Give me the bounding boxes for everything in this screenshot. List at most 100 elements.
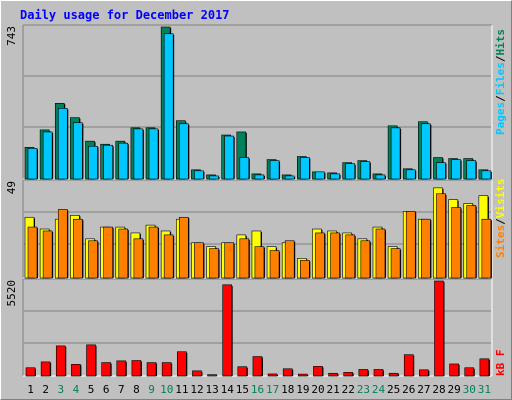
files-bar: [436, 162, 446, 180]
sites-bar: [254, 246, 265, 279]
chart-title: Daily usage for December 2017: [20, 8, 230, 22]
day-label: 26: [402, 383, 415, 396]
files-bar: [390, 127, 401, 180]
files-bar: [375, 174, 386, 180]
day-label: 11: [175, 383, 188, 396]
kbytes-bar: [131, 360, 142, 377]
legend-entry: Files: [494, 62, 507, 95]
kbytes-bar: [252, 356, 263, 377]
day-label: 9: [148, 383, 155, 396]
kbytes-bar: [267, 373, 278, 377]
day-label: 23: [357, 383, 370, 396]
sites-bar: [466, 205, 477, 279]
day-label: 22: [342, 383, 355, 396]
kbytes-bar: [146, 362, 157, 377]
kbytes-bar: [464, 367, 475, 377]
sites-bar: [284, 240, 295, 279]
sites-bar: [269, 250, 280, 279]
legend-entry: /: [494, 218, 507, 225]
sites-bar: [481, 218, 492, 279]
kbytes-bar: [161, 362, 172, 377]
sites-bar: [73, 218, 83, 279]
sites-bar: [224, 242, 234, 279]
files-bar: [330, 173, 340, 180]
kbytes-bar: [192, 370, 202, 377]
day-label: 27: [417, 383, 430, 396]
files-bar: [284, 175, 295, 180]
day-label: 20: [311, 383, 324, 396]
kbytes-bar: [282, 368, 293, 377]
files-bar: [27, 148, 38, 180]
sites-bar: [239, 238, 250, 279]
sites-bar: [27, 226, 38, 279]
day-label: 16: [251, 383, 264, 396]
sites-bar: [375, 228, 386, 279]
sites-bar: [436, 193, 446, 279]
sites-bar: [163, 234, 174, 279]
files-bar: [57, 108, 68, 180]
sites-bar: [315, 232, 325, 279]
files-bar: [209, 175, 219, 180]
day-label: 21: [327, 383, 340, 396]
kbytes-bar: [222, 284, 232, 377]
legend-entry: /: [494, 55, 507, 62]
files-bar: [481, 170, 492, 180]
files-bar: [269, 160, 280, 180]
kbytes-bar: [403, 354, 414, 377]
legend-label: Pages/Files/Hits: [494, 29, 507, 135]
day-label: 2: [42, 383, 49, 396]
day-label: 15: [236, 383, 249, 396]
sites-bar: [118, 228, 129, 279]
files-bar: [466, 160, 477, 180]
sites-bar: [330, 232, 340, 279]
files-bar: [118, 142, 129, 180]
day-label: 25: [387, 383, 400, 396]
legend-entry: kB F: [494, 350, 507, 377]
sites-bar: [88, 240, 98, 279]
sites-bar: [57, 209, 68, 279]
day-label: 8: [133, 383, 140, 396]
sites-bar: [345, 234, 356, 279]
legend-label: Sites/Visits: [494, 179, 507, 259]
day-label: 13: [205, 383, 218, 396]
sites-bar: [451, 207, 461, 279]
sites-bar: [178, 216, 189, 279]
legend-entry: Visits: [494, 179, 507, 219]
sites-bar: [390, 248, 401, 279]
kbytes-bar: [343, 372, 354, 377]
kbytes-bar: [358, 369, 369, 377]
kbytes-bar: [237, 366, 248, 377]
sites-bar: [405, 211, 416, 279]
day-label: 29: [448, 383, 461, 396]
files-bar: [360, 161, 371, 180]
kbytes-bar: [298, 373, 308, 377]
day-label: 10: [160, 383, 173, 396]
day-label: 6: [103, 383, 110, 396]
kbytes-bar: [55, 345, 66, 377]
legend-entry: Sites: [494, 225, 507, 258]
y-max-label: 743: [5, 26, 18, 46]
day-label: 31: [478, 383, 491, 396]
sites-bar: [103, 226, 113, 279]
files-bar: [405, 169, 416, 180]
y-max-label: 5520: [5, 280, 18, 307]
day-label: 24: [372, 383, 386, 396]
files-bar: [315, 171, 325, 180]
kbytes-bar: [116, 360, 127, 377]
kbytes-bar: [449, 363, 459, 377]
kbytes-bar: [328, 372, 338, 377]
kbytes-bar: [434, 280, 444, 377]
files-bar: [148, 128, 159, 180]
files-bar: [194, 170, 204, 180]
day-label: 14: [221, 383, 235, 396]
kbytes-bar: [207, 374, 217, 377]
kbytes-bar: [40, 361, 51, 377]
files-bar: [451, 159, 461, 180]
day-label: 4: [73, 383, 80, 396]
files-bar: [224, 135, 234, 180]
files-bar: [73, 122, 83, 180]
files-bar: [254, 174, 265, 180]
legend-entry: Pages: [494, 102, 507, 135]
sites-bar: [300, 260, 310, 279]
